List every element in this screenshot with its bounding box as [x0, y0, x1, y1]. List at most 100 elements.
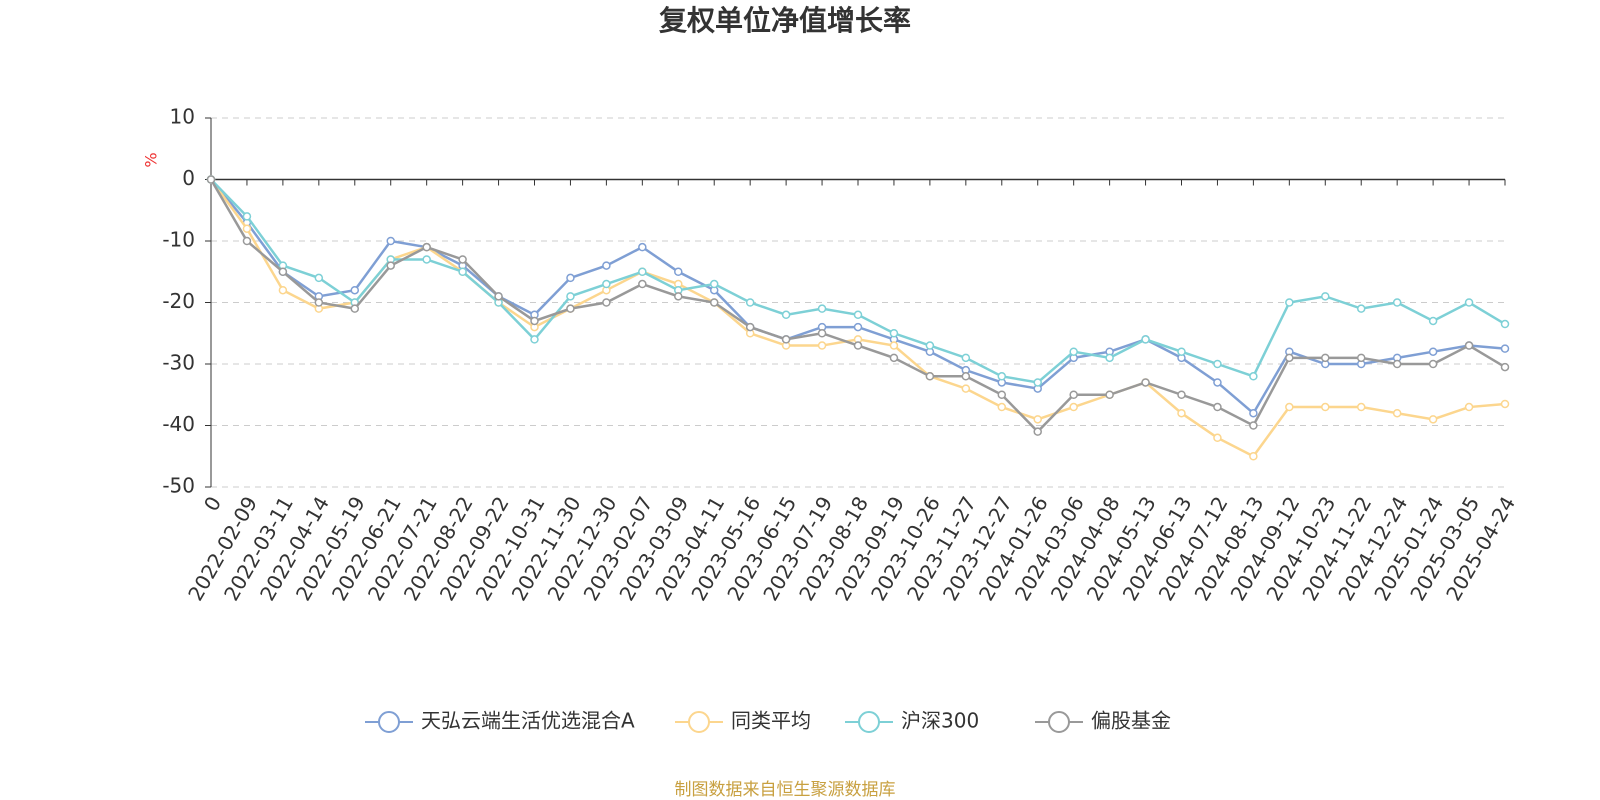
point [1213, 402, 1222, 412]
point [566, 292, 575, 301]
point [1321, 353, 1330, 363]
point [242, 212, 252, 221]
point [386, 261, 395, 270]
point [1177, 390, 1186, 399]
point [1428, 347, 1438, 356]
y-tick-label: -50 [162, 474, 195, 498]
y-tick-label: 10 [170, 105, 195, 129]
point [530, 335, 539, 344]
point [961, 384, 971, 393]
point [638, 279, 647, 289]
point [817, 341, 827, 350]
point [997, 402, 1007, 412]
point [853, 310, 863, 320]
point [1356, 402, 1366, 412]
point [638, 242, 647, 252]
point [709, 279, 719, 289]
point [1392, 408, 1402, 418]
point [817, 329, 827, 338]
point [1500, 362, 1510, 372]
legend-marker [688, 711, 710, 733]
legend-label: 天弘云端生活优选混合A [421, 709, 635, 733]
legend-marker [858, 711, 880, 733]
point [1213, 359, 1222, 369]
point [1141, 335, 1150, 344]
point [961, 372, 971, 381]
point [1069, 390, 1078, 399]
point [997, 390, 1007, 399]
point [1285, 298, 1294, 307]
point [278, 267, 288, 276]
series-line [210, 178, 1506, 416]
point [602, 298, 611, 307]
point [386, 236, 395, 246]
point [206, 175, 216, 184]
point [1033, 378, 1042, 387]
legend-marker [1048, 711, 1070, 733]
point [458, 267, 467, 276]
point [1249, 372, 1258, 381]
y-tick-label: -10 [162, 228, 195, 252]
point [1069, 347, 1078, 356]
point [1213, 378, 1222, 387]
point [817, 304, 827, 313]
point [1285, 353, 1294, 363]
point [278, 285, 288, 295]
x-tick-label: 0 [199, 492, 226, 515]
legend-label: 同类平均 [731, 709, 811, 733]
point [853, 341, 863, 350]
point [1249, 408, 1258, 418]
point [1464, 402, 1474, 412]
point [422, 255, 431, 264]
series-line [209, 178, 1506, 434]
point [422, 242, 431, 252]
series-line [210, 178, 1506, 384]
point [350, 304, 360, 313]
point [709, 298, 719, 307]
legend-marker [378, 711, 400, 733]
point [1105, 390, 1114, 399]
point [638, 267, 647, 276]
point [1069, 402, 1078, 412]
point [494, 292, 503, 301]
point [674, 267, 683, 276]
point [602, 261, 611, 270]
point [781, 310, 791, 320]
point [1464, 341, 1474, 350]
point [1033, 415, 1042, 424]
y-tick-label: -30 [162, 351, 195, 375]
point [1033, 427, 1042, 436]
point [1428, 359, 1438, 369]
point [1141, 378, 1150, 387]
point [1392, 298, 1402, 307]
point [1428, 415, 1438, 424]
point [781, 335, 791, 344]
y-axis-label: % [142, 152, 161, 167]
chart-title: 复权单位净值增长率 [659, 4, 911, 37]
point [889, 329, 899, 338]
y-tick-label: -40 [162, 412, 195, 436]
point [1500, 344, 1510, 353]
point [745, 298, 755, 307]
point [1177, 408, 1186, 418]
point [1105, 353, 1114, 363]
point [530, 316, 539, 326]
point [1249, 421, 1258, 430]
point [602, 279, 611, 289]
point [889, 353, 899, 363]
point [889, 341, 899, 350]
point [1249, 452, 1258, 461]
point [566, 273, 575, 283]
point [242, 224, 252, 233]
point [1464, 298, 1474, 307]
point [1177, 347, 1186, 356]
point [925, 341, 935, 350]
point [1213, 433, 1222, 443]
point [1500, 319, 1510, 329]
point [961, 353, 971, 363]
point [997, 372, 1007, 381]
y-tick-label: -20 [162, 289, 195, 313]
point [1356, 353, 1366, 363]
y-tick-label: 0 [182, 166, 195, 190]
